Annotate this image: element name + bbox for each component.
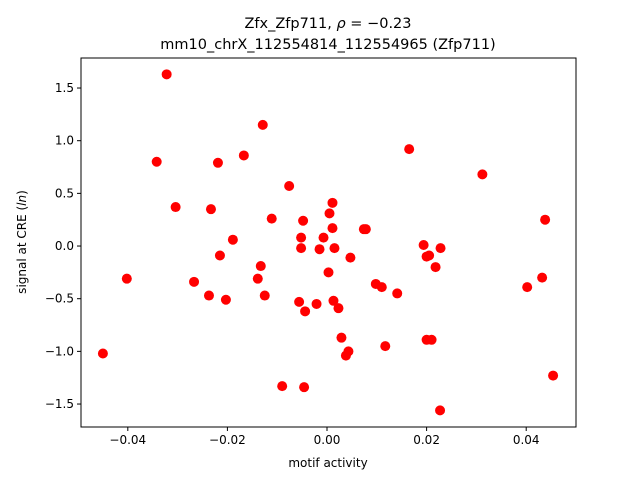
data-point: [266, 213, 277, 224]
data-point: [220, 294, 231, 305]
data-point: [203, 290, 214, 301]
x-tick-label: −0.04: [109, 433, 146, 447]
y-tick-label: −1.5: [45, 397, 74, 411]
data-point: [333, 303, 344, 314]
data-point: [537, 272, 548, 283]
data-point: [435, 405, 446, 416]
x-axis: −0.04 −0.02 0.00 0.02 0.04: [109, 427, 540, 447]
data-point: [404, 144, 415, 155]
data-point: [151, 156, 162, 167]
data-point: [343, 346, 354, 357]
data-point: [284, 180, 295, 191]
data-point: [170, 202, 181, 213]
data-point: [380, 341, 391, 352]
data-point: [300, 306, 311, 317]
y-tick-label: 1.0: [55, 134, 74, 148]
data-point: [329, 243, 340, 254]
data-point: [318, 232, 329, 243]
x-axis-label: motif activity: [288, 456, 367, 470]
data-point: [311, 298, 322, 309]
data-point: [296, 243, 307, 254]
data-point: [548, 370, 559, 381]
data-point: [336, 332, 347, 343]
data-point: [540, 214, 551, 225]
data-point: [212, 157, 223, 168]
data-point: [430, 262, 441, 273]
data-point: [435, 243, 446, 254]
plot-frame: [80, 57, 577, 428]
y-tick-label: 0.5: [55, 186, 74, 200]
chart-title: Zfx_Zfp711, ρ = −0.23: [244, 16, 411, 32]
data-point: [214, 250, 225, 261]
data-point: [426, 334, 437, 345]
x-tick-label: 0.00: [314, 433, 341, 447]
x-tick-label: −0.02: [209, 433, 246, 447]
data-point: [255, 261, 266, 272]
data-point: [328, 295, 339, 306]
y-tick-label: −0.5: [45, 292, 74, 306]
data-point: [392, 288, 403, 299]
data-point: [418, 239, 429, 250]
data-point: [327, 197, 338, 208]
data-point: [259, 290, 270, 301]
data-point: [477, 169, 488, 180]
data-point: [323, 267, 334, 278]
data-point: [314, 244, 325, 255]
data-point: [277, 381, 288, 392]
data-point: [121, 273, 132, 284]
x-tick-label: 0.04: [513, 433, 540, 447]
data-point: [296, 232, 307, 243]
x-tick-label: 0.02: [413, 433, 440, 447]
y-tick-label: 0.0: [55, 239, 74, 253]
data-point: [298, 215, 309, 226]
y-axis: −1.5 −1.0 −0.5 0.0 0.5 1.0 1.5: [45, 81, 81, 411]
data-point: [227, 234, 238, 245]
data-point: [161, 69, 172, 80]
data-point: [299, 382, 310, 393]
data-point: [360, 224, 371, 235]
data-point: [324, 208, 335, 219]
chart-subtitle: mm10_chrX_112554814_112554965 (Zfp711): [160, 37, 495, 53]
y-tick-label: −1.0: [45, 344, 74, 358]
y-axis-label: signal at CRE (ln): [15, 190, 29, 294]
data-point: [257, 119, 268, 130]
points-layer: [97, 69, 559, 416]
data-point: [376, 282, 387, 293]
data-point: [97, 348, 108, 359]
data-point: [345, 252, 356, 263]
data-point: [238, 150, 249, 161]
data-point: [294, 296, 305, 307]
data-point: [424, 250, 435, 261]
data-point: [189, 276, 200, 287]
data-point: [252, 273, 263, 284]
data-point: [327, 223, 338, 234]
y-tick-label: 1.5: [55, 81, 74, 95]
data-point: [205, 204, 216, 215]
data-point: [522, 282, 533, 293]
